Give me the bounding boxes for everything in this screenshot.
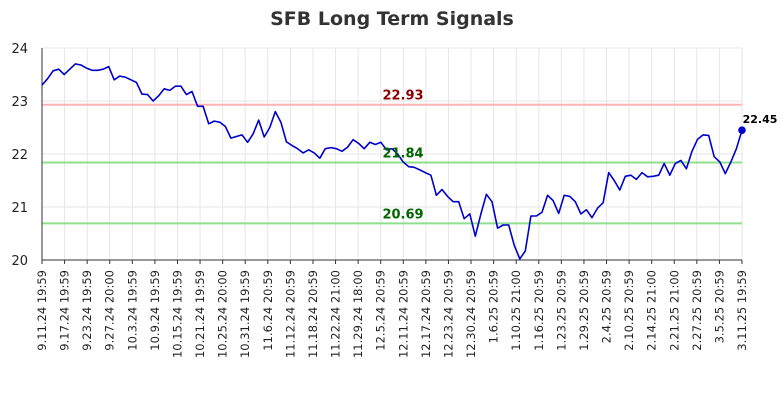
x-tick-label: 2.4.25 20:59 — [600, 270, 614, 343]
reference-line-label: 22.93 — [382, 89, 423, 104]
x-tick-label: 9.27.24 20:00 — [103, 270, 117, 351]
x-tick-label: 10.3.24 19:59 — [125, 270, 139, 351]
x-tick-label: 2.21.25 21:00 — [667, 270, 681, 351]
x-tick-label: 12.23.24 20:59 — [441, 270, 455, 358]
x-tick-label: 9.23.24 19:59 — [80, 270, 94, 351]
labels: 20 21 22 23 24 9.11.24 19:59 9.17.24 19:59 9.23… — [11, 42, 777, 358]
x-tick-label: 11.29.24 18:00 — [351, 270, 365, 358]
x-tick-label: 9.17.24 19:59 — [58, 270, 72, 351]
y-tick-label: 20 — [11, 254, 28, 269]
x-tick-label: 12.11.24 20:59 — [396, 270, 410, 358]
x-tick-label: 2.10.25 20:59 — [622, 270, 636, 351]
x-tick-label: 10.15.24 19:59 — [170, 270, 184, 358]
price-series — [41, 63, 746, 260]
x-tick-label: 1.6.25 20:59 — [487, 270, 501, 343]
x-tick-label: 11.18.24 20:59 — [306, 270, 320, 358]
price-line — [41, 63, 743, 260]
axes — [41, 48, 743, 264]
x-tick-label: 12.17.24 20:59 — [419, 270, 433, 358]
x-tick-label: 1.29.25 20:59 — [577, 270, 591, 351]
x-tick-label: 1.10.25 21:00 — [509, 270, 523, 351]
last-value-marker — [738, 126, 746, 134]
x-tick-label: 12.30.24 20:59 — [464, 270, 478, 358]
y-tick-label: 23 — [11, 95, 28, 110]
x-tick-label: 1.16.25 20:59 — [532, 270, 546, 351]
x-tick-label: 11.22.24 21:00 — [329, 270, 343, 358]
x-tick-label: 10.21.24 19:59 — [193, 270, 207, 358]
reference-line-label: 20.69 — [382, 207, 423, 222]
reference-line-label: 21.84 — [382, 146, 423, 161]
y-tick-label: 22 — [11, 148, 28, 163]
x-tick-label: 11.12.24 20:59 — [283, 270, 297, 358]
x-tick-label: 9.11.24 19:59 — [35, 270, 49, 351]
x-tick-label: 2.27.25 20:59 — [690, 270, 704, 351]
x-tick-label: 12.5.24 20:59 — [374, 270, 388, 351]
x-tick-label: 10.25.24 20:00 — [216, 270, 230, 358]
reference-lines — [42, 103, 742, 225]
x-tick-label: 3.5.25 20:59 — [712, 270, 726, 343]
y-tick-label: 24 — [11, 42, 28, 57]
y-tick-label: 21 — [11, 201, 28, 216]
x-tick-label: 3.11.25 19:59 — [735, 270, 749, 351]
x-tick-label: 2.14.25 21:00 — [645, 270, 659, 351]
x-tick-label: 11.6.24 20:59 — [261, 270, 275, 351]
x-tick-label: 1.23.25 20:59 — [554, 270, 568, 351]
chart-title: SFB Long Term Signals — [270, 8, 514, 30]
last-value-label: 22.45 — [743, 113, 778, 126]
x-tick-label: 10.9.24 19:59 — [148, 270, 162, 351]
x-tick-label: 10.31.24 19:59 — [238, 270, 252, 358]
